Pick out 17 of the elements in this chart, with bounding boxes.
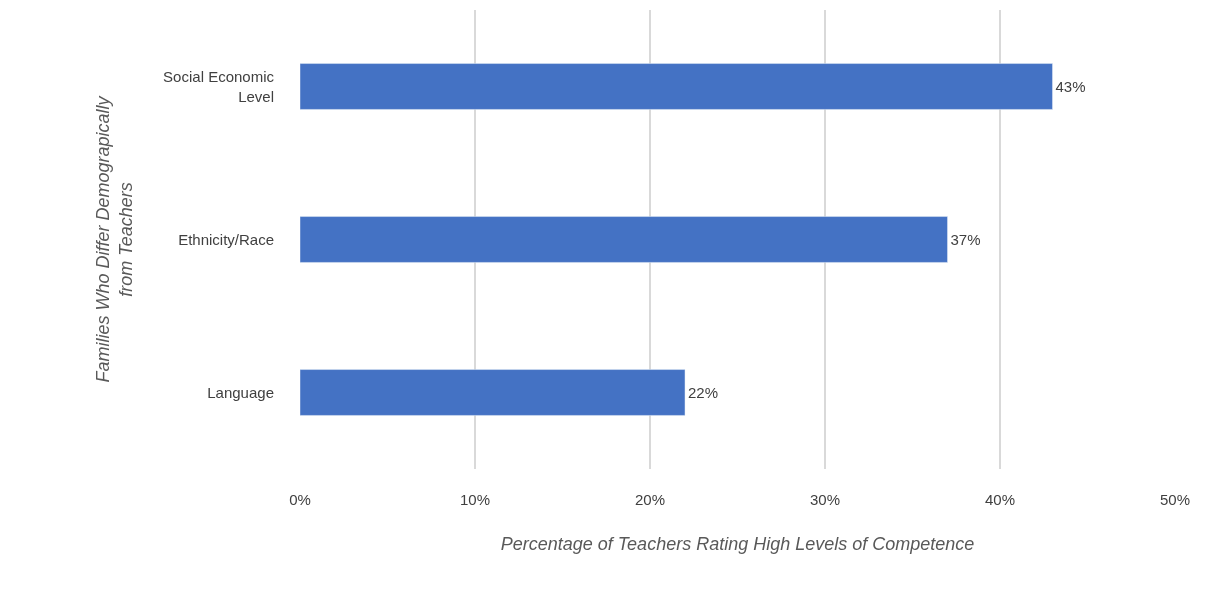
x-tick-label: 20% <box>634 491 666 508</box>
bar <box>300 216 948 263</box>
x-axis-title: Percentage of Teachers Rating High Levels of Competence <box>500 534 975 555</box>
x-tick-label: 50% <box>1159 491 1191 508</box>
y-axis-title: Families Who Differ Demograpically from Teachers <box>92 95 137 383</box>
x-tick-label: 10% <box>459 491 491 508</box>
data-label: 22% <box>688 384 719 401</box>
x-tick-label: 30% <box>809 491 841 508</box>
y-tick-label: Social Economic Level <box>163 68 275 105</box>
bar <box>300 63 1053 110</box>
data-label: 37% <box>950 231 981 248</box>
x-tick-label: 40% <box>984 491 1016 508</box>
y-tick-label: Ethnicity/Race <box>178 230 274 248</box>
x-tick-label: 0% <box>289 491 311 508</box>
bar <box>300 369 686 416</box>
data-label: 43% <box>1055 78 1086 95</box>
y-tick-label: Language <box>207 383 274 401</box>
